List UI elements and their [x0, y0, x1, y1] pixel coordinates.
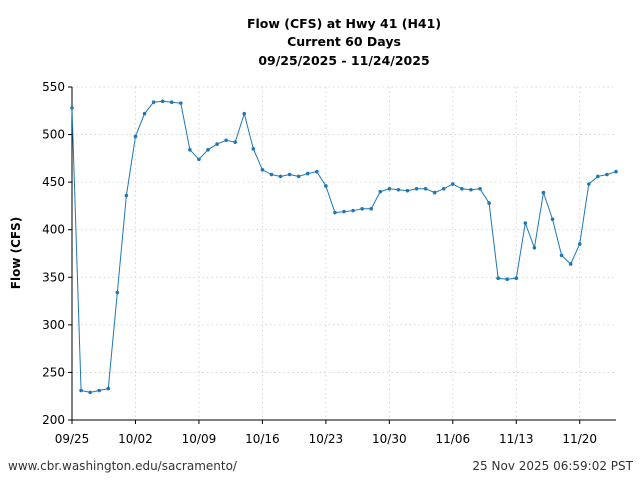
data-point: [577, 242, 582, 246]
y-tick-label: 500: [42, 128, 65, 142]
x-tick-label: 10/23: [309, 432, 344, 446]
data-point: [559, 253, 564, 258]
data-point: [151, 100, 156, 105]
data-point: [523, 221, 528, 225]
y-tick-label: 250: [42, 365, 65, 379]
data-point: [133, 134, 138, 139]
data-point: [396, 187, 401, 192]
timestamp: 25 Nov 2025 06:59:02 PST: [472, 459, 633, 473]
data-point: [215, 142, 219, 146]
y-tick-label: 450: [42, 175, 65, 189]
data-point: [206, 147, 210, 152]
data-point: [360, 206, 364, 211]
data-point: [596, 174, 600, 179]
data-point: [378, 189, 383, 194]
data-point: [441, 187, 446, 191]
y-tick-label: 350: [42, 270, 65, 284]
data-point: [469, 187, 473, 192]
series-flow: [70, 99, 618, 395]
data-point: [405, 188, 410, 193]
data-point: [451, 182, 455, 186]
data-point: [124, 193, 129, 198]
x-tick-label: 09/25: [55, 432, 90, 446]
data-point: [79, 388, 83, 393]
data-point: [106, 386, 111, 391]
data-point: [432, 190, 437, 195]
data-point: [514, 276, 519, 281]
y-axis-label: Flow (CFS): [9, 217, 23, 289]
data-point: [70, 106, 74, 110]
data-point: [496, 276, 500, 281]
chart-title: Flow (CFS) at Hwy 41 (H41) Current 60 Da…: [247, 16, 441, 68]
data-point: [324, 184, 328, 188]
x-tick-label: 11/13: [499, 432, 534, 446]
data-point: [605, 172, 609, 177]
data-point: [423, 187, 428, 191]
data-point: [287, 172, 292, 177]
data-point: [269, 172, 274, 177]
data-point: [97, 388, 101, 393]
x-tick-label: 10/09: [182, 432, 217, 446]
data-point: [242, 111, 247, 116]
data-point: [387, 187, 392, 191]
data-point: [478, 187, 482, 191]
data-point: [142, 111, 147, 116]
grid: [71, 86, 616, 421]
data-point: [260, 167, 265, 172]
data-point: [115, 290, 120, 295]
data-point: [369, 206, 374, 211]
data-point: [296, 174, 301, 179]
x-tick-label: 10/02: [118, 432, 153, 446]
data-point: [342, 209, 346, 214]
chart-title-line-3: 09/25/2025 - 11/24/2025: [258, 53, 429, 68]
data-point: [179, 101, 183, 105]
x-tick-label: 10/16: [245, 432, 280, 446]
data-point: [233, 140, 237, 144]
data-point: [568, 262, 573, 266]
data-point: [460, 187, 464, 191]
data-point: [88, 390, 92, 395]
x-tick-label: 11/06: [436, 432, 471, 446]
y-tick-label: 200: [42, 413, 65, 427]
source-url: www.cbr.washington.edu/sacramento/: [8, 459, 238, 473]
data-point: [541, 190, 546, 195]
data-point: [614, 169, 618, 174]
data-point: [197, 157, 201, 162]
chart-title-line-2: Current 60 Days: [287, 34, 401, 49]
data-point: [169, 100, 174, 105]
data-point: [487, 201, 491, 205]
x-tick-label: 10/30: [372, 432, 407, 446]
data-point: [550, 217, 555, 222]
x-tick-label: 11/20: [562, 432, 597, 446]
data-point: [305, 171, 310, 176]
data-point: [188, 147, 192, 152]
data-point: [251, 147, 256, 151]
y-tick-label: 400: [42, 223, 65, 237]
y-tick-label: 550: [42, 80, 65, 94]
data-point: [160, 99, 165, 104]
y-tick-label: 300: [42, 318, 65, 332]
axes: 200 250 300 350 400 450 500 550 09/25 10/02 10/09 1…: [42, 80, 616, 446]
data-point: [333, 210, 337, 215]
data-point: [505, 277, 510, 281]
data-point: [278, 174, 283, 179]
chart-title-line-1: Flow (CFS) at Hwy 41 (H41): [247, 16, 441, 31]
data-point: [351, 208, 355, 213]
data-point: [414, 187, 419, 191]
data-point: [315, 169, 319, 174]
data-point: [224, 138, 228, 143]
data-point: [587, 182, 591, 186]
data-point: [532, 245, 537, 250]
